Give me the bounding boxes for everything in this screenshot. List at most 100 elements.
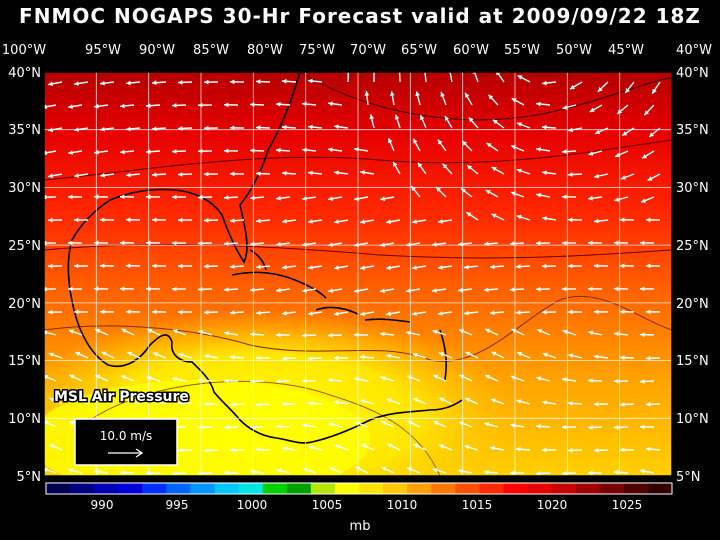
wind-arrow [203,217,219,223]
colorbar-label: 1025 [612,498,643,512]
wind-arrow [302,101,317,107]
wind-arrow [484,469,499,475]
wind-arrow [458,328,473,336]
wind-arrow [308,219,323,224]
wind-arrow [568,127,583,133]
wind-arrow [413,397,427,405]
wind-arrow [47,263,63,269]
wind-arrow [145,470,161,476]
wind-arrow [593,401,609,407]
wind-arrow [511,97,525,106]
wind-arrow [562,329,577,336]
wind-arrow [178,353,193,359]
wind-arrow [541,124,557,130]
wind-arrow [282,264,297,270]
lat-label-left: 20°N [8,297,41,312]
colorbar-swatch [623,483,649,494]
wind-arrow [276,468,291,474]
wind-arrow [444,115,453,129]
wind-arrow [275,147,291,153]
lat-label-right: 20°N [676,297,709,312]
wind-arrow [509,287,525,292]
wind-arrow [390,91,395,106]
wind-arrow [439,397,453,405]
lat-label-left: 40°N [8,66,41,81]
wind-arrow [307,401,323,406]
wind-arrow [460,187,473,198]
wind-arrow [458,468,473,474]
wind-arrow [616,104,629,115]
wind-arrow [386,219,401,225]
wind-arrow [93,194,109,200]
wind-arrow [438,219,453,224]
wind-arrow [73,309,89,315]
wind-arrow [229,171,245,177]
wind-arrow [440,91,447,106]
wind-arrow [120,375,135,382]
wind-arrow [515,310,531,315]
wind-arrow [177,309,193,315]
wind-arrow [464,445,479,451]
wind-arrow [328,422,343,428]
wind-arrow [364,91,370,106]
wind-arrow [74,81,89,86]
wind-arrow [94,149,109,155]
colorbar-swatch [214,483,239,494]
wind-arrow [492,119,505,129]
wind-arrow [515,264,531,269]
wind-arrow [648,127,661,138]
wind-arrow [432,242,447,247]
wind-arrow [432,329,447,336]
wind-arrow [643,104,655,116]
colorbar-swatch [647,483,673,494]
wind-arrow [406,330,421,336]
wind-arrow [197,424,213,430]
lat-label-right: 40°N [676,66,709,81]
wind-arrow [73,263,89,269]
wind-arrow [588,470,602,476]
wind-arrow [74,351,89,359]
wind-arrow [645,217,661,223]
wind-arrow [68,468,83,474]
lon-label: 75°W [299,43,335,58]
wind-arrow [145,286,161,292]
wind-arrow [587,286,603,292]
wind-arrow [406,288,421,293]
wind-arrow [433,374,447,382]
wind-arrow [491,166,505,175]
wind-arrow [301,333,317,338]
lon-label: 60°W [453,43,489,58]
field-label: MSL Air Pressure [54,389,189,405]
wind-arrow [276,287,291,293]
wind-arrow [223,102,239,108]
wind-arrow [125,263,141,269]
wind-arrow [308,265,323,270]
wind-arrow [562,240,576,246]
wind-arrow [647,173,661,182]
wind-arrow [229,218,245,223]
wind-arrow [461,140,473,152]
wind-arrow [619,217,635,223]
wind-arrow [639,379,655,384]
wind-arrow [589,104,603,113]
wind-arrow [354,421,369,428]
colorbar-swatch [310,483,336,494]
wind-arrow [276,195,291,201]
wind-arrow [484,287,499,293]
wind-arrow [250,241,265,247]
colorbar-label: 1005 [312,498,343,512]
wind-arrow [490,264,505,270]
wind-arrow [486,142,499,152]
wind-arrow [48,127,63,133]
wind-arrow [437,139,447,152]
wind-arrow [145,103,161,109]
lon-label: 70°W [350,43,386,58]
wind-arrow [562,104,577,110]
wind-arrow [223,287,239,292]
wind-arrow [645,355,661,361]
wind-arrow [511,328,525,336]
wind-arrow [412,265,427,270]
wind-arrow [639,286,655,292]
wind-arrow [171,240,187,246]
colorbar-swatch [334,483,360,494]
